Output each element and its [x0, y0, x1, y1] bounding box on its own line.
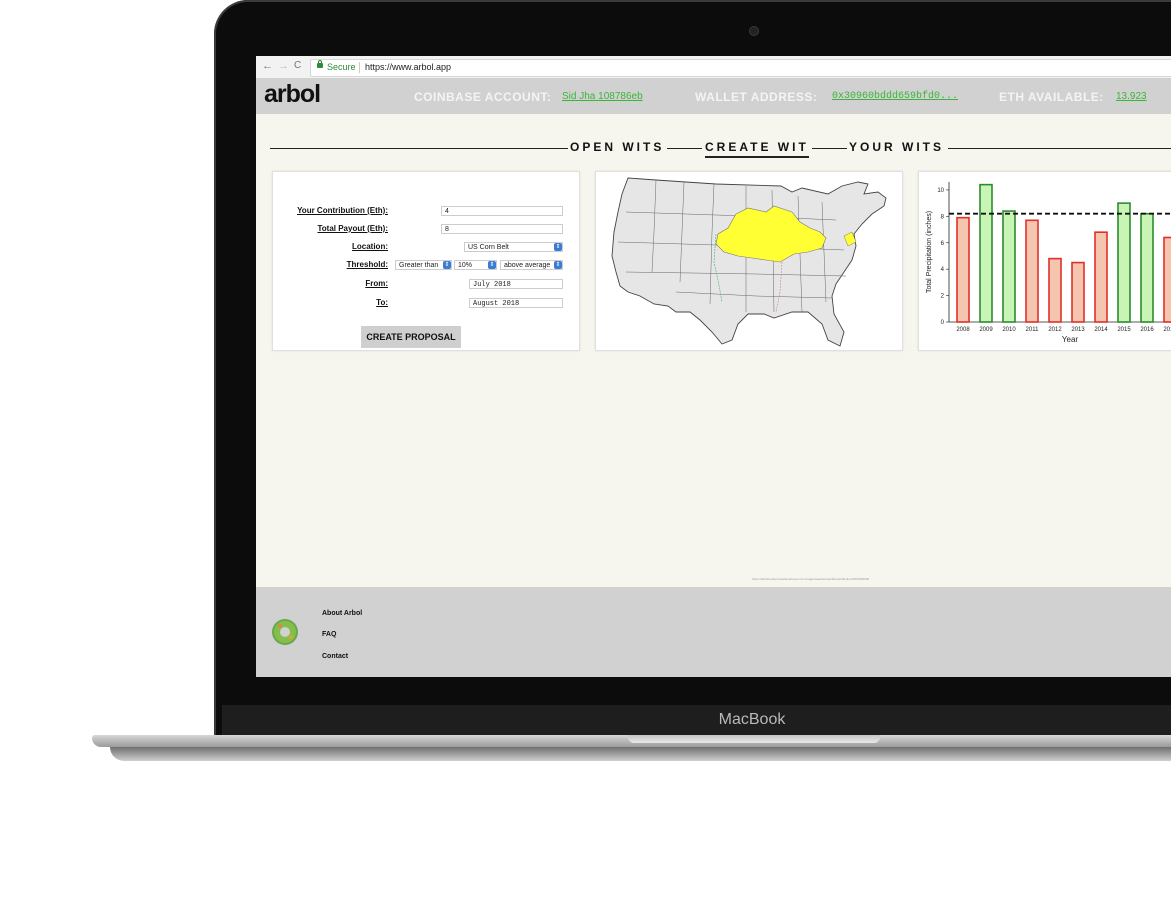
x-tick-label: 2010 [1002, 327, 1016, 333]
footer-link-faq[interactable]: FAQ [322, 631, 337, 638]
y-tick-label: 0 [941, 320, 945, 326]
x-axis-label: Year [1062, 335, 1079, 344]
laptop-base-shadow [110, 747, 1171, 761]
from-label: From: [365, 279, 388, 288]
address-bar[interactable]: Secure https://www.arbol.app [310, 59, 1171, 77]
device-brand-label: MacBook [0, 705, 1171, 735]
eth-available-value[interactable]: 13.923 [1116, 91, 1147, 102]
bar-2013 [1071, 261, 1085, 323]
bar-2015 [1117, 202, 1131, 323]
lock-icon [317, 60, 323, 68]
x-tick-label: 2013 [1071, 327, 1085, 333]
location-select[interactable]: US Corn Belt ⇕ [464, 242, 563, 252]
y-tick-label: 2 [941, 294, 945, 300]
x-tick-label: 2014 [1094, 327, 1108, 333]
threshold-percent-value: 10% [458, 262, 473, 269]
location-map-panel [595, 171, 903, 351]
bar-2014 [1094, 231, 1108, 323]
bar-2009 [979, 183, 993, 323]
bar-2012 [1048, 257, 1062, 323]
webcam [750, 27, 758, 35]
x-tick-label: 2016 [1140, 327, 1154, 333]
chevron-updown-icon: ⇕ [488, 261, 496, 269]
laptop-notch [628, 735, 880, 743]
bar-2011 [1025, 219, 1039, 323]
bar-2010 [1002, 210, 1016, 323]
to-label: To: [376, 298, 388, 307]
reload-icon[interactable]: C [294, 60, 302, 71]
back-icon[interactable]: ← [262, 60, 273, 72]
wallet-address-link[interactable]: 0x30960bddd659bfd0... [832, 91, 959, 102]
x-tick-label: 2011 [1026, 327, 1040, 333]
precipitation-chart-panel: 0 2 4 6 8 10 Total Precipitation (inches) 2008 2… [918, 171, 1171, 351]
x-tick-label: 2015 [1117, 327, 1131, 333]
create-wit-form: Your Contribution (Eth): 4 Total Payout … [272, 171, 580, 351]
river-line [713, 233, 723, 303]
east-highlight [843, 231, 857, 247]
location-label: Location: [352, 242, 388, 251]
us-outline [611, 177, 887, 347]
tab-your-wits[interactable]: YOUR WITS [849, 140, 944, 154]
y-tick-label: 4 [941, 267, 945, 273]
y-tick-label: 8 [941, 214, 945, 220]
footer-link-contact[interactable]: Contact [322, 653, 349, 660]
secure-label: Secure [327, 62, 356, 72]
threshold-percent-select[interactable]: 10% ⇕ [454, 260, 497, 270]
tab-open-wits[interactable]: OPEN WITS [570, 140, 665, 154]
threshold-comparator-select[interactable]: Greater than ⇕ [395, 260, 452, 270]
nav-rule-mid-1 [667, 148, 702, 149]
browser-toolbar: ← → C Secure https://www.arbol.app [256, 56, 1171, 79]
site-footer: About Arbol FAQ Contact [256, 587, 1171, 677]
create-proposal-button[interactable]: CREATE PROPOSAL [361, 326, 461, 348]
bar-2017 [1163, 236, 1171, 323]
corn-belt-highlight [715, 205, 827, 263]
bar-2008 [956, 216, 970, 323]
bar-2016 [1140, 212, 1154, 323]
site-logo[interactable]: arbol [264, 80, 321, 108]
river-line-2 [775, 261, 783, 313]
payout-label: Total Payout (Eth): [317, 224, 388, 233]
to-input[interactable]: August 2018 [469, 298, 563, 308]
contribution-input[interactable]: 4 [441, 206, 563, 216]
y-tick-label: 10 [937, 188, 944, 194]
brand-text: MacBook [718, 711, 786, 728]
chevron-updown-icon: ⇕ [554, 261, 562, 269]
forward-icon[interactable]: → [278, 60, 289, 72]
threshold-reference-select[interactable]: above average ⇕ [500, 260, 563, 270]
eth-available-label: ETH AVAILABLE: [999, 90, 1104, 104]
y-tick-label: 6 [941, 241, 945, 247]
threshold-reference-value: above average [504, 262, 551, 269]
tab-create-wit[interactable]: CREATE WIT [705, 140, 809, 158]
precipitation-chart: 0 2 4 6 8 10 Total Precipitation (inches) 2008 2… [926, 182, 1171, 344]
threshold-comparator-value: Greater than [399, 262, 439, 269]
footer-link-about[interactable]: About Arbol [322, 610, 363, 617]
x-tick-label: 2017 [1163, 327, 1171, 333]
chevron-updown-icon: ⇕ [554, 243, 562, 251]
footer-logo-icon[interactable] [270, 617, 300, 647]
nav-rule-right [948, 148, 1171, 149]
url-text[interactable]: https://www.arbol.app [365, 62, 452, 72]
coinbase-account-label: COINBASE ACCOUNT: [414, 90, 552, 104]
coinbase-account-link[interactable]: Sid Jha 108786eb [562, 91, 643, 102]
site-header: arbol COINBASE ACCOUNT: Sid Jha 108786eb… [256, 78, 1171, 114]
nav-rule-mid-2 [812, 148, 847, 149]
x-tick-label: 2009 [979, 327, 993, 333]
x-tick-label: 2012 [1048, 327, 1062, 333]
location-select-value: US Corn Belt [468, 244, 509, 251]
address-separator [359, 62, 360, 73]
from-input[interactable]: July 2018 [469, 279, 563, 289]
laptop-bezel-bottom [222, 705, 1171, 735]
wallet-address-label: WALLET ADDRESS: [695, 90, 818, 104]
chevron-updown-icon: ⇕ [443, 261, 451, 269]
x-tick-label: 2008 [956, 327, 970, 333]
nav-rule-left [270, 148, 568, 149]
y-axis-label: Total Precipitation (inches) [926, 211, 933, 293]
browser-screen: ← → C Secure https://www.arbol.app arbol… [256, 56, 1171, 677]
us-map [611, 177, 887, 347]
contribution-label: Your Contribution (Eth): [297, 206, 388, 215]
payout-input[interactable]: 8 [441, 224, 563, 234]
fine-print: https://arbolmarket.weatherwitness.com/i… [752, 577, 870, 581]
threshold-label: Threshold: [346, 260, 388, 269]
